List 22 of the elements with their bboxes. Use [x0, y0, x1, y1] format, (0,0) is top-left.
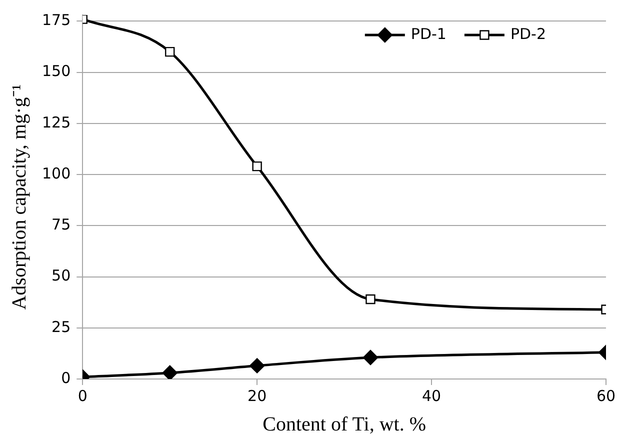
legend-label: PD-1: [410, 24, 446, 43]
x-tick-label: 0: [78, 386, 88, 405]
y-tick-label: 0: [61, 368, 71, 387]
y-tick-label: 125: [42, 113, 71, 132]
point: [252, 161, 262, 172]
point: [362, 350, 378, 366]
y-tick-label: 50: [52, 266, 71, 285]
y-tick-label: 100: [42, 164, 71, 182]
legend-label: PD-2: [510, 24, 546, 43]
point: [165, 46, 175, 57]
point: [162, 365, 178, 379]
point: [366, 294, 376, 304]
x-tick-label: 20: [248, 386, 267, 405]
y-tick-label: 175: [42, 11, 71, 30]
x-tick-label: 40: [422, 386, 442, 405]
y-tick-label: 25: [52, 318, 71, 336]
y-axis-title: Adsorption capacity, mg·g⁻¹: [8, 84, 30, 310]
y-tick-label: 150: [42, 62, 71, 80]
point: [249, 358, 265, 374]
y-tick-label: 75: [52, 216, 71, 234]
x-tick-label: 60: [596, 386, 616, 405]
x-axis-title: Content of Ti, wt. %: [262, 413, 426, 436]
